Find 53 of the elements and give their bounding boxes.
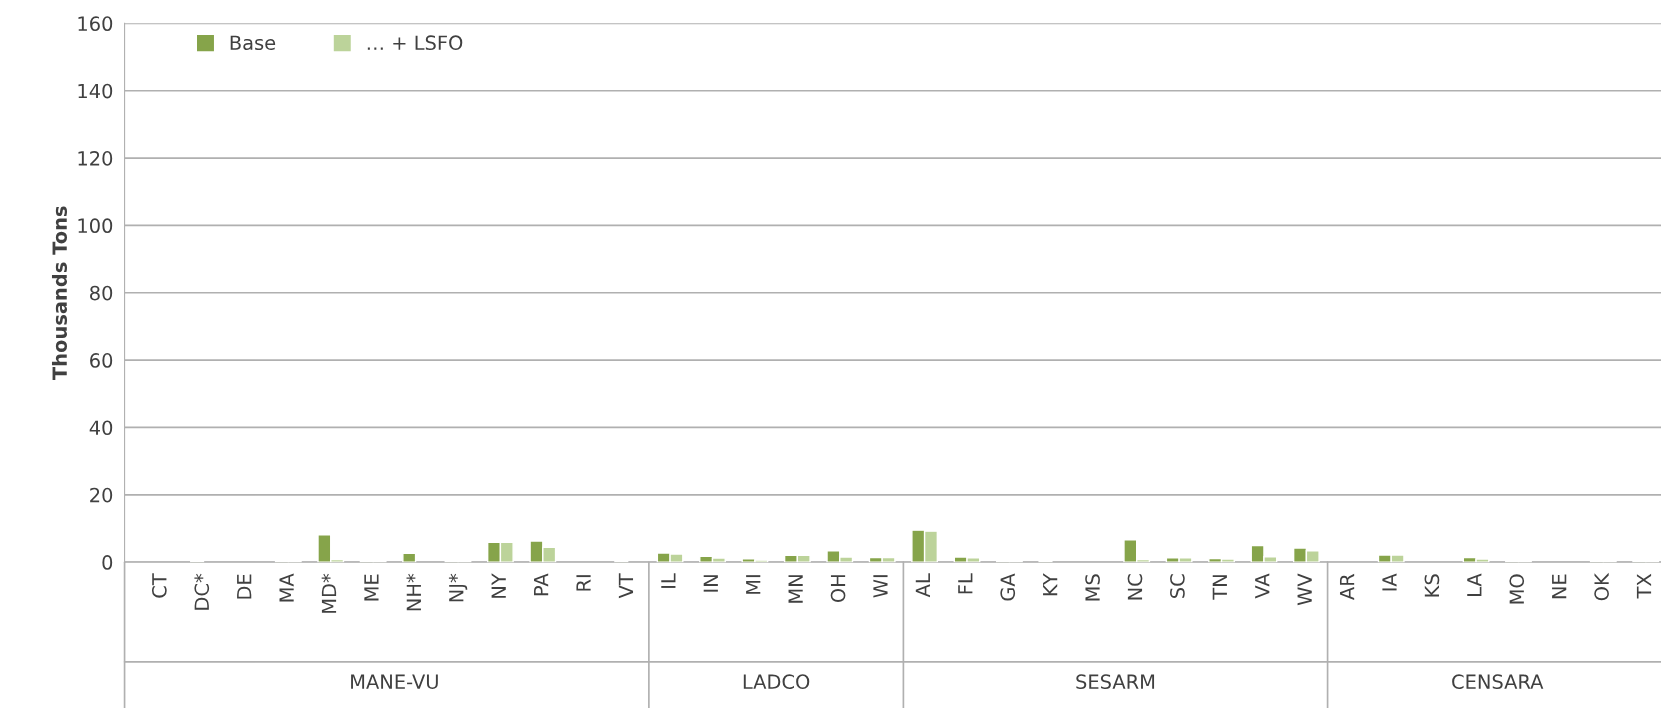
y-tick-label: 120: [78, 151, 113, 166]
x-tick-label: AL: [915, 573, 930, 598]
y-tick-label: 100: [78, 218, 113, 234]
x-tick-label: MO: [1509, 574, 1525, 604]
text: CENSARA: [1452, 674, 1544, 690]
x-tick-label: CT: [151, 573, 167, 598]
text: LADCO: [743, 674, 810, 690]
y-tick-label: 60: [90, 353, 113, 368]
y-tick-label: 80: [90, 285, 113, 301]
x-tick-label: KS: [1424, 574, 1440, 597]
x-tick-label: NJ*: [448, 573, 468, 602]
x-tick-label: VT: [618, 573, 634, 599]
x-tick-label: MN: [788, 575, 803, 603]
x-tick-label: LA: [1467, 573, 1482, 596]
x-tick-label: TX: [1636, 573, 1652, 599]
bar: [402, 552, 417, 563]
y-axis-title: Thousands Tons: [51, 206, 68, 380]
x-tick-label: RI: [576, 575, 591, 591]
x-tick-label: OK: [1594, 572, 1609, 601]
legend-label: … + LSFO: [367, 35, 463, 51]
y-tick-label: 140: [78, 83, 113, 99]
text: MANE-VU: [351, 674, 438, 690]
x-tick-label: DE: [237, 574, 252, 599]
x-tick-label: WI: [873, 575, 888, 598]
x-tick-label: SC: [1170, 574, 1185, 598]
x-tick-label: MD*: [321, 573, 337, 613]
x-tick-label: MA: [279, 573, 294, 602]
y-tick-label: 40: [89, 420, 113, 436]
text: SESARM: [1076, 674, 1155, 690]
x-tick-label: DC*: [194, 573, 210, 610]
x-tick-label: FL: [958, 573, 973, 594]
x-tick-label: MS: [1085, 574, 1100, 601]
x-tick-label: NE: [1552, 574, 1567, 599]
x-tick-label: PA: [534, 573, 549, 596]
x-tick-label: TN: [1212, 575, 1227, 600]
x-tick-label: GA: [1000, 573, 1016, 601]
x-tick-label: OH: [830, 575, 846, 603]
x-tick-label: IN: [703, 575, 718, 592]
legend-label: Base: [230, 35, 276, 51]
x-tick-label: VA: [1255, 573, 1270, 599]
x-tick-label: NY: [491, 573, 506, 598]
y-tick-label: 160: [78, 16, 113, 32]
x-tick-label: IA: [1382, 573, 1397, 591]
y-tick-label: 0: [102, 555, 113, 570]
x-tick-label: IL: [661, 573, 676, 588]
y-tick-label: 20: [90, 487, 113, 503]
x-tick-label: KY: [1043, 573, 1058, 596]
x-tick-label: ME: [364, 574, 379, 601]
x-tick-label: MI: [746, 575, 761, 594]
x-tick-label: WV: [1297, 573, 1312, 606]
x-tick-label: NH*: [406, 573, 421, 611]
x-tick-label: NC: [1127, 574, 1143, 600]
x-tick-label: AR: [1339, 573, 1355, 600]
